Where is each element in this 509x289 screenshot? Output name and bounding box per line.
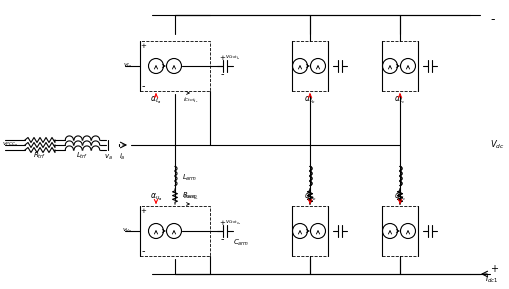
Text: $i_{Ctot_{u_a}}$: $i_{Ctot_{u_a}}$: [183, 192, 199, 202]
Circle shape: [310, 223, 325, 238]
Text: -: -: [490, 14, 495, 27]
Text: -: -: [142, 81, 145, 91]
Circle shape: [149, 58, 163, 73]
Circle shape: [166, 58, 182, 73]
Bar: [140, 206, 210, 256]
Text: $v_{u_a}$: $v_{u_a}$: [122, 227, 132, 235]
Text: $i_{Ctot_{\ell_a}}$: $i_{Ctot_{\ell_a}}$: [183, 95, 199, 105]
Text: $v_{\ell_a}$: $v_{\ell_a}$: [123, 62, 132, 70]
Text: $V_{dc}$: $V_{dc}$: [490, 139, 504, 151]
Circle shape: [166, 223, 182, 238]
Bar: [292, 41, 328, 91]
Text: $i_a$: $i_a$: [119, 152, 125, 162]
Circle shape: [382, 223, 398, 238]
Text: $\alpha_{\ell_b}$: $\alpha_{\ell_b}$: [304, 94, 316, 106]
Text: -: -: [220, 234, 224, 244]
Circle shape: [293, 223, 307, 238]
Bar: [140, 41, 210, 91]
Text: $I_{dc1}$: $I_{dc1}$: [485, 273, 498, 285]
Circle shape: [310, 58, 325, 73]
Text: $C_{arm}$: $C_{arm}$: [233, 238, 249, 248]
Circle shape: [401, 223, 415, 238]
Circle shape: [401, 58, 415, 73]
Circle shape: [382, 58, 398, 73]
Text: $L_{trf}$: $L_{trf}$: [76, 151, 89, 161]
Text: $v_{Ctot_{u_a}}$: $v_{Ctot_{u_a}}$: [225, 218, 241, 227]
Text: +: +: [219, 220, 225, 226]
Text: $v_{Ctot_{\ell_a}}$: $v_{Ctot_{\ell_a}}$: [225, 53, 241, 62]
Text: -: -: [142, 246, 145, 256]
Bar: [292, 206, 328, 256]
Text: $L_{arm}$: $L_{arm}$: [182, 173, 197, 183]
Text: $\alpha_{\ell_c}$: $\alpha_{\ell_c}$: [394, 94, 406, 106]
Text: +: +: [140, 208, 146, 214]
Text: $\alpha_{\ell_a}$: $\alpha_{\ell_a}$: [150, 94, 162, 106]
Text: +: +: [219, 55, 225, 61]
Circle shape: [293, 58, 307, 73]
Text: $R_{trf}$: $R_{trf}$: [34, 151, 46, 161]
Text: -: -: [220, 69, 224, 79]
Text: $\alpha_{u_c}$: $\alpha_{u_c}$: [394, 191, 406, 203]
Text: $\alpha_{u_a}$: $\alpha_{u_a}$: [150, 191, 162, 203]
Bar: [382, 41, 418, 91]
Text: +: +: [490, 264, 498, 274]
Text: $\alpha_{u_b}$: $\alpha_{u_b}$: [304, 191, 316, 203]
Text: $v_{PCC_a}$: $v_{PCC_a}$: [2, 141, 18, 149]
Text: +: +: [140, 43, 146, 49]
Text: $v_a$: $v_a$: [104, 152, 112, 162]
Circle shape: [149, 223, 163, 238]
Bar: [382, 206, 418, 256]
Text: $R_{arm}$: $R_{arm}$: [182, 191, 199, 201]
